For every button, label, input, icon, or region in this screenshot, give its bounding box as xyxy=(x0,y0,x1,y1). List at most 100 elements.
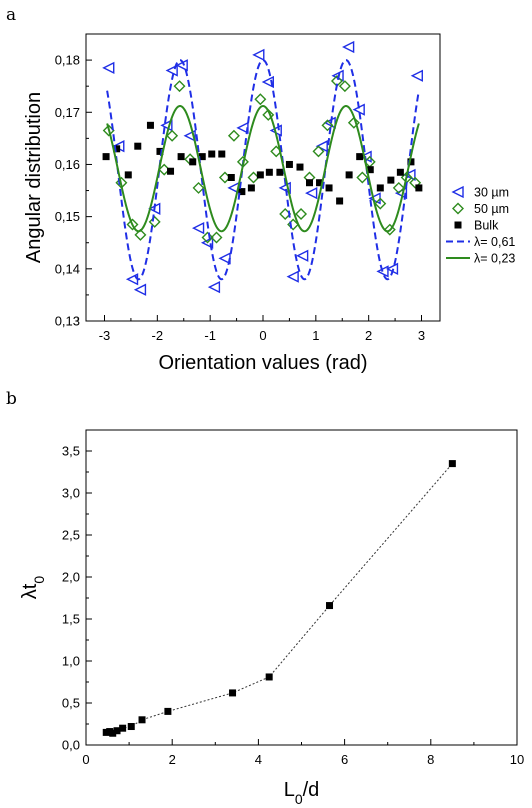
panel-a-series-0-point xyxy=(305,187,318,200)
panel-a-series-2-point xyxy=(296,163,304,171)
panel-b-y-tick-label: 2,0 xyxy=(62,570,80,585)
panel-b-y-tick-label: 1,5 xyxy=(62,612,80,627)
panel-a-series-0-point xyxy=(342,40,355,54)
panel-a-series-0-point xyxy=(200,236,214,249)
panel-a-series-line-4 xyxy=(106,105,420,233)
panel-b-plot-frame xyxy=(85,429,518,746)
panel-a-series-2-point xyxy=(189,158,197,166)
panel-a-series-0-point xyxy=(160,119,173,132)
panel-a-x-tick-label: -1 xyxy=(204,328,216,343)
panel-a-y-axis-title: Angular distribution xyxy=(23,92,45,263)
panel-a-series-2-point xyxy=(102,153,110,161)
panel-a-series-2-point xyxy=(146,121,154,129)
panel-a-series-1-point xyxy=(166,129,179,142)
panel-b-marks xyxy=(102,460,456,737)
panel-a-legend: 30 µm 50 µm Bulk λ= 0,61 λ= 0,23 xyxy=(446,186,515,266)
panel-a-series-2-point xyxy=(396,168,404,176)
legend-label-1: 50 µm xyxy=(474,202,509,216)
panel-b-x-tick-label: 6 xyxy=(341,752,348,767)
panel-a-series-2-point xyxy=(376,184,384,192)
panel-a-series-0-point xyxy=(102,61,115,75)
panel-a-series-1-point xyxy=(374,197,387,210)
panel-a-series-0-point xyxy=(252,48,265,62)
panel-a-series-2-point xyxy=(218,150,226,158)
panel-b-point xyxy=(109,729,117,737)
panel-b-x-axis-title-main: L xyxy=(284,779,295,801)
panel-a-series-2-point xyxy=(113,145,121,153)
panel-a-series-0-point xyxy=(183,129,196,142)
legend-label-3: λ= 0,61 xyxy=(474,235,515,249)
panel-a-series-2-point xyxy=(167,167,175,175)
panel-a-label: a xyxy=(6,5,16,25)
panel-a-series-1-point xyxy=(210,231,223,244)
legend-label-0: 30 µm xyxy=(474,186,509,200)
panel-a-series-2-point xyxy=(407,158,415,166)
panel-b-ticks: 0 2 4 6 8 10 0,0 0,5 1,0 1,5 2,0 2,5 3,0 3,5 xyxy=(62,444,524,768)
panel-a-y-tick-label: 0,14 xyxy=(55,261,80,276)
panel-a-series-0-point xyxy=(296,249,309,262)
panel-a-series-0-point xyxy=(191,221,205,235)
panel-a-y-tick-label: 0,17 xyxy=(55,105,80,120)
panel-a-x-tick-label: 0 xyxy=(259,328,266,343)
panel-b: b 0 2 4 6 8 100,00,51,01,52,02,53,03,5 L0/d λ… xyxy=(6,389,524,807)
panel-a-series-1-point xyxy=(173,80,186,93)
panel-a-x-tick-label: -2 xyxy=(152,328,164,343)
panel-a-series-2-point xyxy=(356,153,364,161)
panel-a-series-1-point xyxy=(192,181,205,194)
panel-b-point xyxy=(326,602,334,610)
panel-a-ticks: -3 -2 -1 0 1 2 3 0,13 0,14 0,15 0,16 0,17 0,18 xyxy=(55,53,425,343)
panel-b-x-axis-title-sub: 0 xyxy=(295,791,303,807)
panel-b-point xyxy=(164,707,172,715)
panel-a-series-2-point xyxy=(265,168,273,176)
panel-a-y-tick-label: 0,18 xyxy=(55,53,80,68)
panel-a-series-2-point xyxy=(134,142,142,150)
panel-b-y-tick-label: 3,5 xyxy=(62,444,80,459)
panel-a-y-tick-label: 0,15 xyxy=(55,209,80,224)
legend-swatch-0 xyxy=(451,185,464,199)
panel-a-series-1-point xyxy=(338,80,351,93)
legend-swatch-1 xyxy=(452,202,464,215)
panel-a-x-tick-label: -3 xyxy=(99,328,111,343)
panel-a-series-2-point xyxy=(247,184,255,192)
panel-a-x-tick-label: 3 xyxy=(418,328,425,343)
panel-a-series-2-point xyxy=(124,171,132,179)
panel-a-series-1-point xyxy=(227,129,240,142)
legend-swatch-2 xyxy=(454,221,462,229)
panel-a-series-2-point xyxy=(208,150,216,158)
panel-a-series-0-point xyxy=(376,265,389,278)
panel-b-label: b xyxy=(6,389,17,409)
panel-a-marks xyxy=(102,40,423,296)
panel-a-series-2-point xyxy=(276,168,284,176)
panel-b-x-tick-label: 2 xyxy=(169,752,176,767)
panel-a-series-2-point xyxy=(345,171,353,179)
panel-a-series-2-point xyxy=(325,184,333,192)
panel-b-y-tick-label: 1,0 xyxy=(62,654,80,669)
legend-label-2: Bulk xyxy=(474,219,499,233)
panel-a-series-2-point xyxy=(285,160,293,168)
panel-a-series-1-point xyxy=(392,181,405,194)
panel-a-series-2-point xyxy=(305,179,313,187)
panel-a-series-0-point xyxy=(261,75,274,89)
panel-b-point xyxy=(265,673,273,681)
panel-a-series-2-point xyxy=(336,197,344,205)
panel-a-series-2-point xyxy=(415,184,423,192)
panel-b-point xyxy=(229,689,237,697)
panel-a-series-1-point xyxy=(247,171,260,184)
panel-b-y-tick-label: 3,0 xyxy=(62,486,80,501)
panel-a-series-2-point xyxy=(198,153,206,161)
panel-a-series-0-point xyxy=(278,181,291,195)
panel-a-series-1-point xyxy=(383,223,396,236)
panel-a-series-1-point xyxy=(347,116,360,129)
panel-a-series-2-point xyxy=(238,188,246,196)
panel-a-x-tick-label: 1 xyxy=(312,328,319,343)
panel-a-series-1-point xyxy=(126,218,139,231)
panel-b-point xyxy=(113,727,121,735)
legend-label-4: λ= 0,23 xyxy=(474,252,515,266)
panel-a: a -3 -2 -1 0 1 2 3 0,13 0,14 0,15 0,16 0,17 0,18 Ori… xyxy=(6,5,515,374)
panel-b-y-axis-title: λt0 xyxy=(19,576,47,600)
panel-b-connector-line xyxy=(106,463,453,734)
panel-a-series-1-point xyxy=(312,145,325,158)
panel-a-series-0-point xyxy=(410,69,423,82)
panel-a-series-1-point xyxy=(134,228,147,241)
panel-b-y-tick-label: 0,5 xyxy=(62,696,80,711)
